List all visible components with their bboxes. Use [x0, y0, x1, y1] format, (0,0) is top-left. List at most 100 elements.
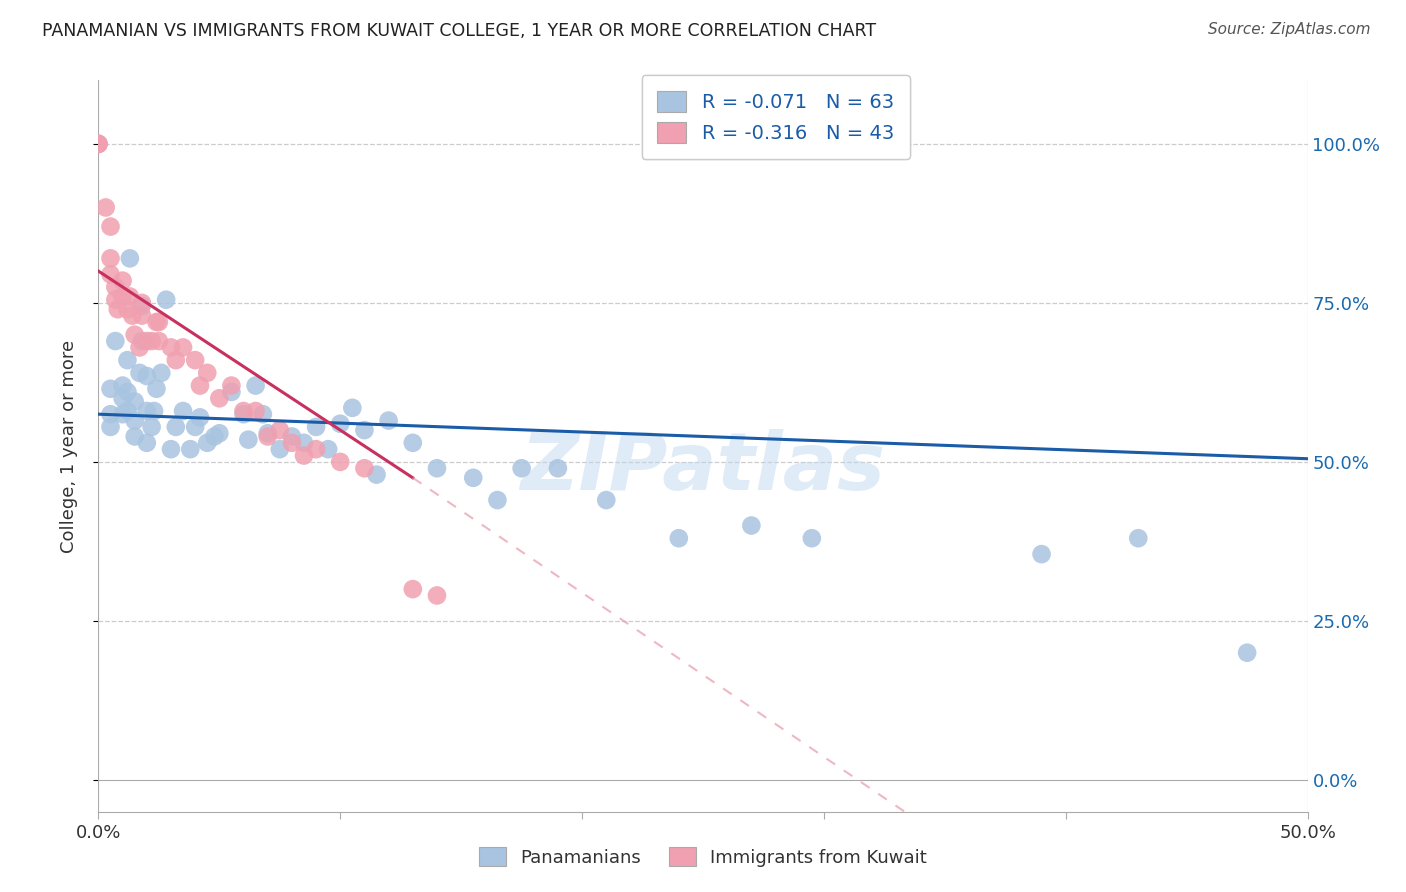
Point: [252, 407, 274, 421]
Point: [143, 404, 166, 418]
Point: [111, 378, 134, 392]
Point: [100, 267, 122, 281]
Point: [160, 442, 183, 457]
Point: [172, 404, 194, 418]
Point: [353, 423, 375, 437]
Point: [131, 309, 153, 323]
Point: [305, 420, 328, 434]
Point: [305, 442, 328, 457]
Point: [165, 420, 187, 434]
Point: [329, 417, 352, 431]
Point: [111, 392, 134, 406]
Point: [141, 334, 163, 348]
Point: [329, 455, 352, 469]
Text: PANAMANIAN VS IMMIGRANTS FROM KUWAIT COLLEGE, 1 YEAR OR MORE CORRELATION CHART: PANAMANIAN VS IMMIGRANTS FROM KUWAIT COL…: [42, 22, 876, 40]
Point: [366, 467, 388, 482]
Point: [87, 136, 110, 151]
Point: [117, 404, 139, 418]
Point: [172, 340, 194, 354]
Point: [426, 461, 449, 475]
Point: [150, 366, 173, 380]
Point: [104, 334, 127, 348]
Point: [141, 420, 163, 434]
Point: [281, 435, 304, 450]
Point: [510, 461, 533, 475]
Point: [402, 582, 425, 596]
Point: [269, 442, 291, 457]
Point: [402, 435, 425, 450]
Point: [131, 296, 153, 310]
Point: [184, 420, 207, 434]
Point: [128, 340, 150, 354]
Point: [547, 461, 569, 475]
Point: [104, 293, 127, 307]
Point: [232, 404, 254, 418]
Point: [221, 378, 243, 392]
Point: [740, 518, 762, 533]
Point: [281, 429, 304, 443]
Y-axis label: College, 1 year or more: College, 1 year or more: [59, 340, 77, 552]
Point: [87, 136, 110, 151]
Point: [118, 289, 141, 303]
Point: [463, 471, 485, 485]
Point: [145, 315, 167, 329]
Point: [118, 252, 141, 266]
Point: [245, 404, 267, 418]
Legend: Panamanians, Immigrants from Kuwait: Panamanians, Immigrants from Kuwait: [472, 840, 934, 874]
Point: [124, 327, 146, 342]
Point: [111, 274, 134, 288]
Point: [135, 334, 157, 348]
Point: [124, 429, 146, 443]
Point: [195, 366, 218, 380]
Point: [238, 433, 260, 447]
Point: [292, 435, 315, 450]
Point: [245, 378, 267, 392]
Point: [165, 353, 187, 368]
Point: [208, 392, 231, 406]
Point: [100, 219, 122, 234]
Point: [124, 394, 146, 409]
Point: [353, 461, 375, 475]
Point: [100, 252, 122, 266]
Point: [117, 353, 139, 368]
Point: [221, 384, 243, 399]
Point: [195, 435, 218, 450]
Point: [104, 280, 127, 294]
Point: [342, 401, 364, 415]
Legend: R = -0.071   N = 63, R = -0.316   N = 43: R = -0.071 N = 63, R = -0.316 N = 43: [641, 75, 910, 159]
Point: [668, 531, 690, 545]
Point: [208, 426, 231, 441]
Point: [128, 366, 150, 380]
Point: [111, 407, 134, 421]
Point: [188, 378, 211, 392]
Point: [426, 589, 449, 603]
Point: [269, 423, 291, 437]
Point: [87, 136, 110, 151]
Point: [100, 382, 122, 396]
Point: [256, 426, 278, 441]
Point: [100, 420, 122, 434]
Point: [117, 384, 139, 399]
Point: [131, 299, 153, 313]
Point: [160, 340, 183, 354]
Point: [135, 435, 157, 450]
Point: [1128, 531, 1150, 545]
Point: [595, 493, 617, 508]
Point: [135, 404, 157, 418]
Point: [188, 410, 211, 425]
Point: [204, 429, 226, 443]
Point: [486, 493, 509, 508]
Point: [124, 413, 146, 427]
Text: Source: ZipAtlas.com: Source: ZipAtlas.com: [1208, 22, 1371, 37]
Point: [179, 442, 201, 457]
Point: [121, 309, 143, 323]
Point: [131, 334, 153, 348]
Point: [292, 449, 315, 463]
Point: [155, 293, 177, 307]
Point: [256, 429, 278, 443]
Point: [232, 407, 254, 421]
Point: [135, 369, 157, 384]
Point: [107, 302, 129, 317]
Point: [100, 407, 122, 421]
Point: [94, 201, 117, 215]
